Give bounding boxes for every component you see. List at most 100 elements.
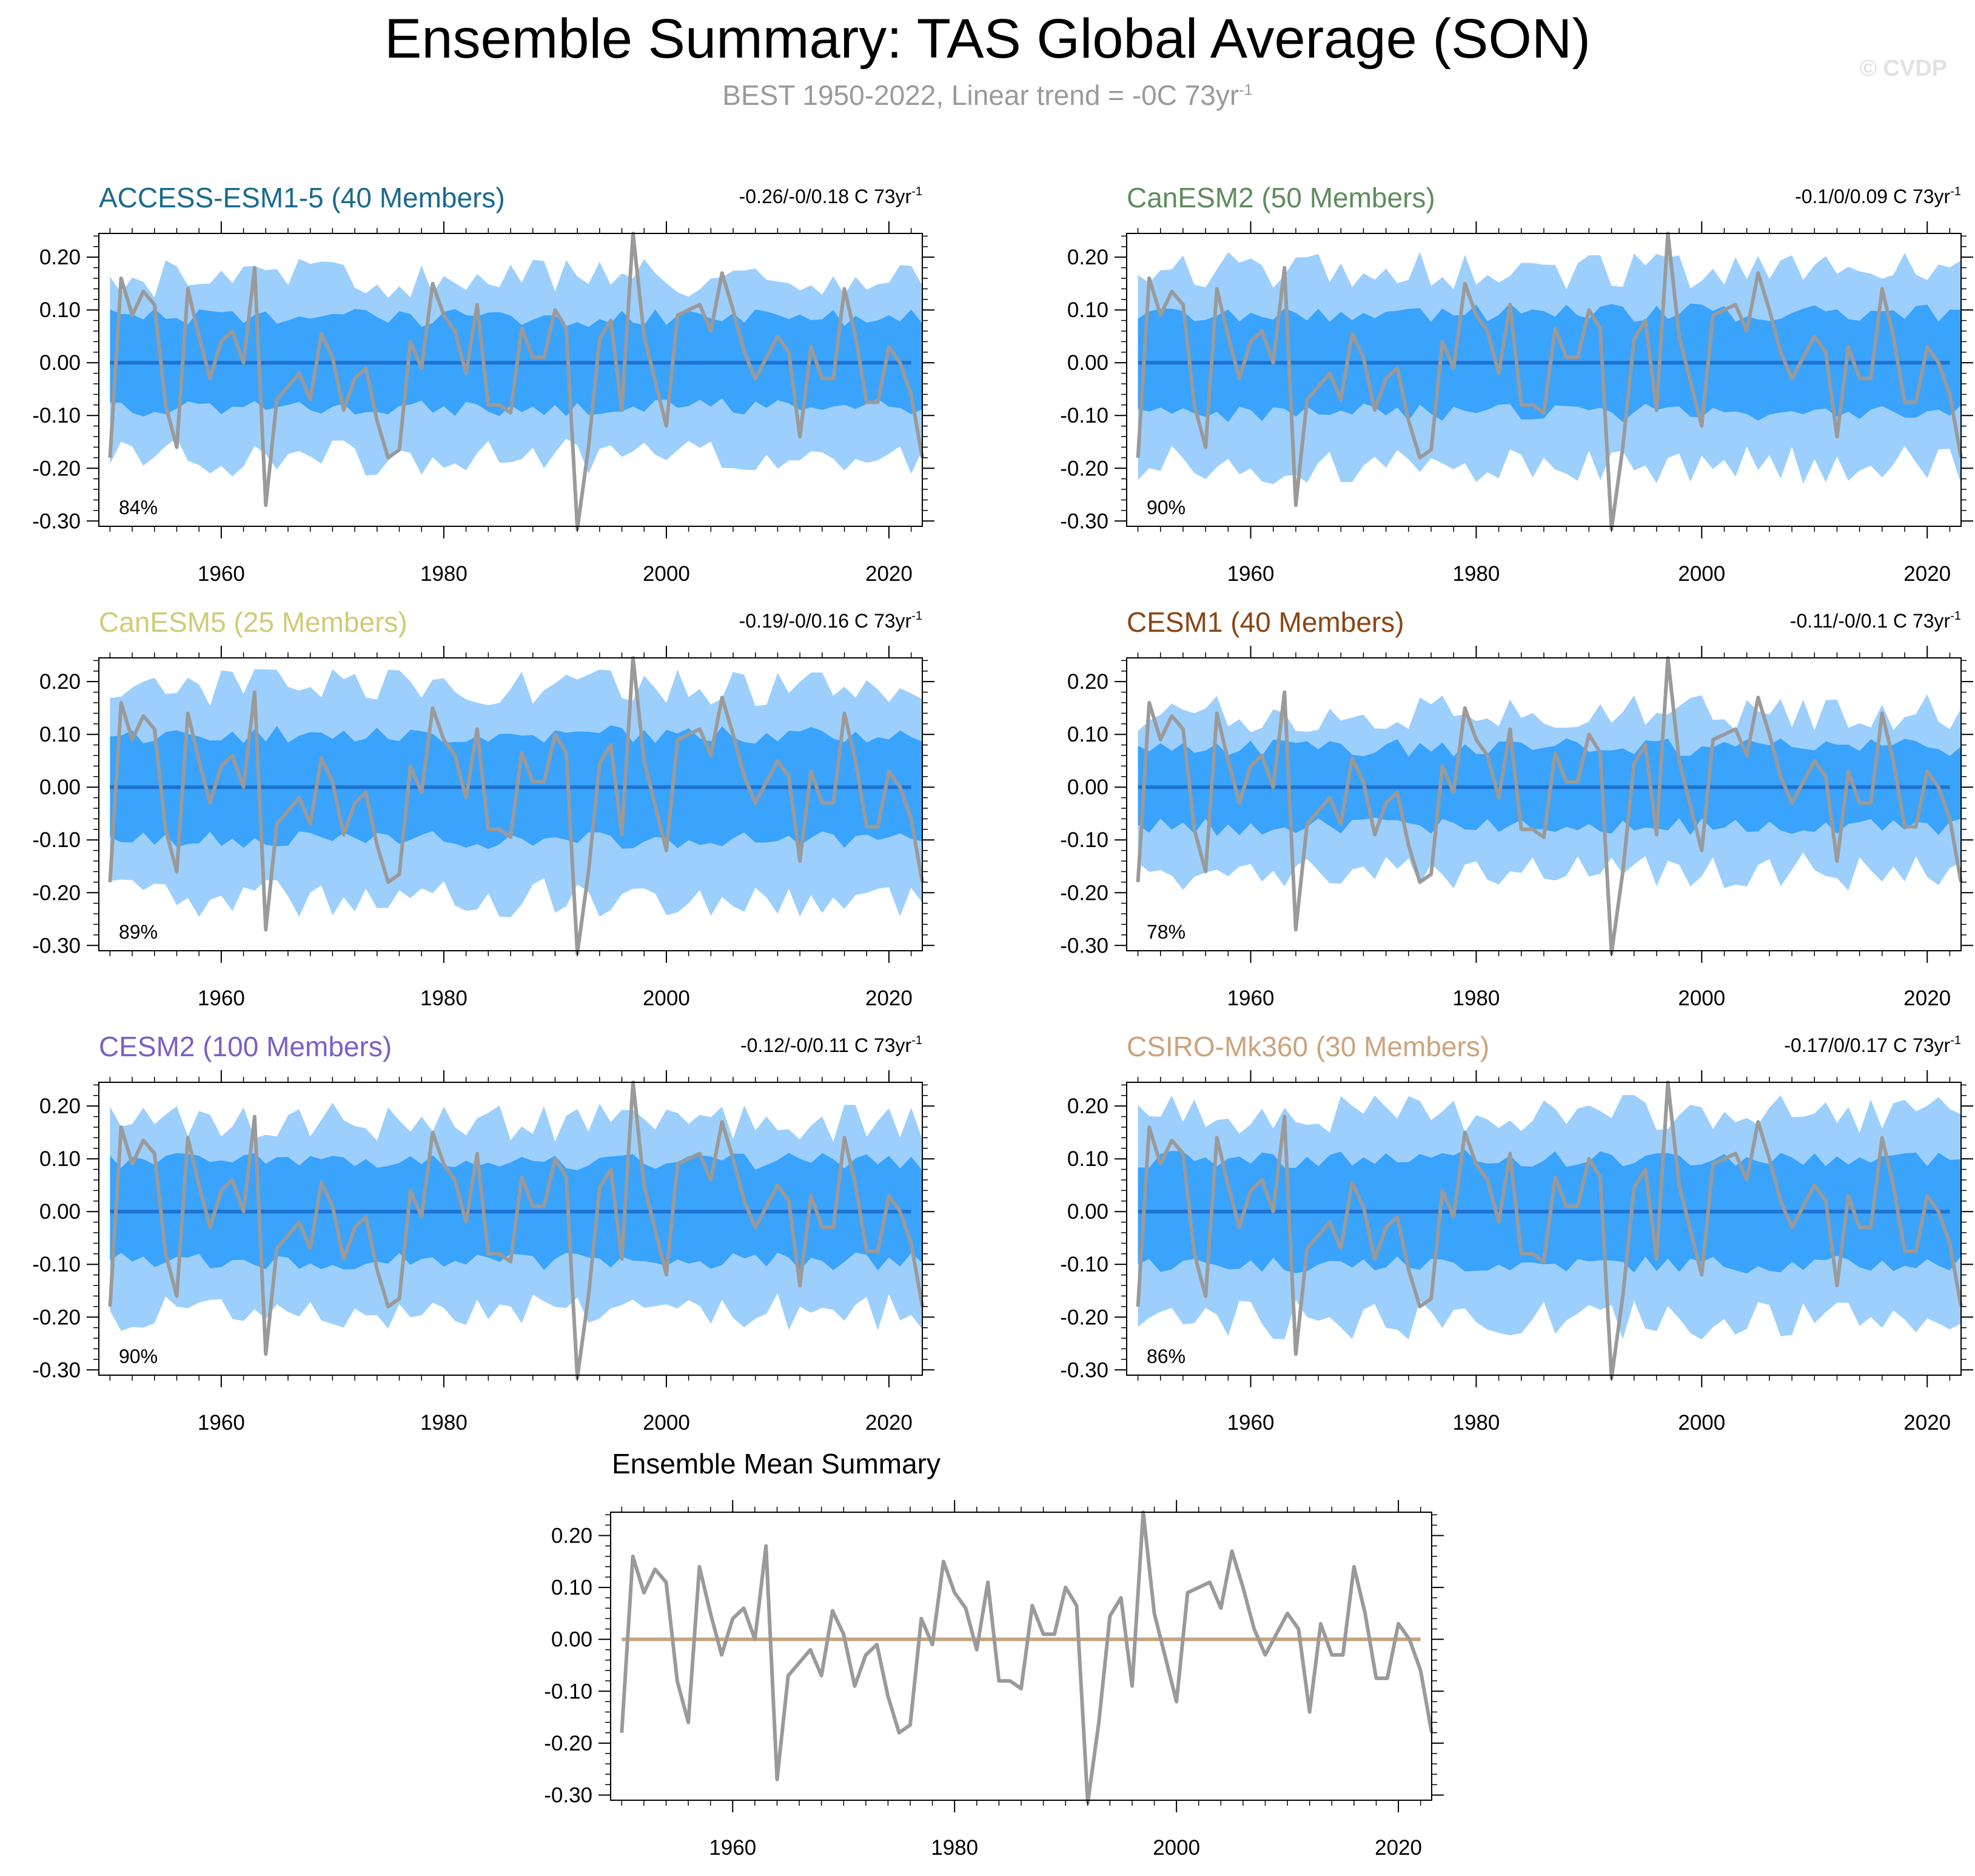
panel-5-title: CSIRO-Mk360 (30 Members) bbox=[1127, 1031, 1489, 1062]
panel-3-percentile-label: 78% bbox=[1147, 921, 1185, 943]
panel-5-observations-line bbox=[1136, 1080, 1963, 1380]
panel-1-xtick-label: 1960 bbox=[1227, 562, 1275, 586]
panel-3-trend-label: -0.11/-0/0.1 C 73yr-1 bbox=[1790, 609, 1961, 632]
main-title: Ensemble Summary: TAS Global Average (SO… bbox=[384, 8, 1591, 70]
mean-summary-ytick-label: 0.00 bbox=[551, 1628, 592, 1652]
panel-3-xtick-label: 2000 bbox=[1678, 987, 1725, 1010]
panel-2-ytick-label: -0.10 bbox=[32, 828, 81, 852]
panel-5-ytick-label: -0.20 bbox=[1060, 1305, 1108, 1329]
panel-5-ytick-label: 0.10 bbox=[1067, 1147, 1108, 1171]
panel-0-ytick-label: -0.20 bbox=[32, 457, 81, 480]
panel-4-ytick-label: -0.10 bbox=[32, 1253, 81, 1276]
panel-3-ytick-label: 0.20 bbox=[1067, 670, 1108, 694]
panel-1-percentile-label: 90% bbox=[1147, 497, 1185, 518]
panel-5-trend-label: -0.17/0/0.17 C 73yr-1 bbox=[1784, 1034, 1961, 1056]
panel-0-xtick-label: 1960 bbox=[198, 562, 245, 586]
panel-0-trend-label: -0.26/-0/0.18 C 73yr-1 bbox=[739, 185, 922, 207]
panel-0-xtick-label: 1980 bbox=[420, 562, 468, 586]
panel-2-title: CanESM5 (25 Members) bbox=[99, 606, 407, 638]
panel-0-ytick-label: 0.10 bbox=[39, 298, 81, 322]
subtitle: BEST 1950-2022, Linear trend = -0C 73yr-… bbox=[0, 79, 1975, 112]
panel-3-ytick-label: -0.20 bbox=[1060, 881, 1108, 905]
panel-3-observations-line bbox=[1136, 656, 1963, 956]
mean-summary-ytick-label: -0.10 bbox=[544, 1680, 592, 1703]
panel-2-ytick-label: -0.30 bbox=[32, 934, 81, 957]
panel-1-xtick-label: 2020 bbox=[1903, 562, 1951, 586]
panel-3-xtick-label: 1980 bbox=[1452, 987, 1500, 1010]
panel-2-xtick-label: 2000 bbox=[643, 987, 690, 1010]
panel-2-xtick-label: 1980 bbox=[420, 987, 468, 1010]
panel-1-observations-line bbox=[1136, 232, 1963, 531]
panel-4-ytick-label: 0.10 bbox=[39, 1147, 81, 1171]
panel-1-ytick-label: -0.20 bbox=[1060, 457, 1108, 480]
panel-canesm5: 0.20 0.10 0.00 -0.10 -0.20 -0.30 1960 1980 2000 2… bbox=[32, 606, 934, 1010]
panel-5-xtick-label: 1960 bbox=[1227, 1411, 1275, 1435]
panel-ensemble-mean-summary: Ensemble Mean Summary 0.20 0.10 0.00 -0.10 -0… bbox=[544, 1448, 1444, 1860]
panel-4-xtick-label: 2020 bbox=[865, 1411, 913, 1435]
panel-0-ytick-label: -0.30 bbox=[32, 509, 81, 533]
panel-1-xtick-label: 2000 bbox=[1678, 562, 1725, 586]
panel-4-ytick-label: -0.30 bbox=[32, 1358, 81, 1382]
panel-canesm2: 0.20 0.10 0.00 -0.10 -0.20 -0.30 1960 1980 2000 2… bbox=[1060, 182, 1973, 586]
panel-0-percentile-label: 84% bbox=[119, 497, 158, 518]
panel-4-ytick-label: 0.00 bbox=[39, 1200, 81, 1224]
watermark: © CVDP bbox=[1859, 56, 1947, 81]
panel-3-title: CESM1 (40 Members) bbox=[1127, 606, 1404, 638]
panel-0-ytick-label: 0.00 bbox=[39, 351, 81, 375]
panel-5-percentile-label: 86% bbox=[1147, 1345, 1185, 1367]
panel-2-ytick-label: 0.10 bbox=[39, 723, 81, 746]
panel-4-xtick-label: 1960 bbox=[198, 1411, 245, 1435]
panel-4-ytick-label: 0.20 bbox=[39, 1094, 81, 1118]
panel-5-ytick-label: 0.20 bbox=[1067, 1094, 1108, 1118]
panel-1-trend-label: -0.1/0/0.09 C 73yr-1 bbox=[1795, 185, 1961, 207]
panel-5-xtick-label: 2020 bbox=[1903, 1411, 1951, 1435]
panel-0-ytick-label: -0.10 bbox=[32, 404, 81, 427]
panel-0-observations-line bbox=[108, 232, 924, 531]
panel-4-xtick-label: 2000 bbox=[643, 1411, 690, 1435]
panel-1-ytick-label: -0.10 bbox=[1060, 404, 1108, 427]
subtitle-superscript: -1 bbox=[1239, 81, 1253, 99]
mean-summary-xtick-label: 1960 bbox=[709, 1836, 756, 1860]
mean-summary-xtick-label: 2020 bbox=[1375, 1836, 1422, 1860]
panel-3-ytick-label: -0.30 bbox=[1060, 934, 1108, 957]
panel-4-observations-line bbox=[108, 1080, 924, 1380]
panel-0-ytick-label: 0.20 bbox=[39, 246, 81, 269]
panel-4-trend-label: -0.12/-0/0.11 C 73yr-1 bbox=[740, 1034, 922, 1056]
panel-0-xtick-label: 2000 bbox=[643, 562, 690, 586]
panel-4-xtick-label: 1980 bbox=[420, 1411, 468, 1435]
panel-1-title: CanESM2 (50 Members) bbox=[1127, 182, 1435, 213]
panel-5-ytick-label: -0.10 bbox=[1060, 1253, 1108, 1276]
panel-4-title: CESM2 (100 Members) bbox=[99, 1031, 392, 1062]
subtitle-text: BEST 1950-2022, Linear trend = -0C 73yr bbox=[722, 79, 1239, 111]
panel-1-ytick-label: -0.30 bbox=[1060, 509, 1108, 533]
panel-2-xtick-label: 2020 bbox=[865, 987, 913, 1010]
panel-2-ytick-label: 0.00 bbox=[39, 776, 81, 799]
panel-3-ytick-label: 0.00 bbox=[1067, 776, 1108, 799]
panel-3-ytick-label: 0.10 bbox=[1067, 723, 1108, 746]
panel-access-esm1-5: 0.20 0.10 0.00 -0.10 -0.20 -0.30 1960 1980 2000 2… bbox=[32, 182, 934, 586]
mean-summary-ytick-label: 0.20 bbox=[551, 1524, 592, 1548]
panel-1-ytick-label: 0.10 bbox=[1067, 298, 1108, 322]
panel-2-trend-label: -0.19/-0/0.16 C 73yr-1 bbox=[739, 609, 922, 632]
panel-3-xtick-label: 2020 bbox=[1903, 987, 1951, 1010]
panel-1-xtick-label: 1980 bbox=[1452, 562, 1500, 586]
mean-summary-observations-line bbox=[620, 1510, 1433, 1805]
panel-5-xtick-label: 2000 bbox=[1678, 1411, 1725, 1435]
panel-2-percentile-label: 89% bbox=[119, 921, 158, 943]
panel-1-ytick-label: 0.20 bbox=[1067, 246, 1108, 269]
panel-4-ytick-label: -0.20 bbox=[32, 1305, 81, 1329]
panel-cesm1: 0.20 0.10 0.00 -0.10 -0.20 -0.30 1960 1980 2000 2… bbox=[1060, 606, 1973, 1010]
panel-2-xtick-label: 1960 bbox=[198, 987, 245, 1010]
mean-summary-plot-frame bbox=[610, 1512, 1432, 1801]
panel-1-ytick-label: 0.00 bbox=[1067, 351, 1108, 375]
panel-5-ytick-label: 0.00 bbox=[1067, 1200, 1108, 1224]
panel-4-percentile-label: 90% bbox=[119, 1345, 158, 1367]
panel-5-xtick-label: 1980 bbox=[1452, 1411, 1500, 1435]
panel-0-title: ACCESS-ESM1-5 (40 Members) bbox=[99, 182, 505, 213]
panel-2-observations-line bbox=[108, 656, 924, 956]
panel-5-ytick-label: -0.30 bbox=[1060, 1358, 1108, 1382]
mean-summary-ytick-label: 0.10 bbox=[551, 1576, 592, 1600]
panel-csiro-mk360: 0.20 0.10 0.00 -0.10 -0.20 -0.30 1960 1980 2000 2… bbox=[1060, 1031, 1973, 1435]
panel-2-ytick-label: -0.20 bbox=[32, 881, 81, 905]
panel-3-ytick-label: -0.10 bbox=[1060, 828, 1108, 852]
